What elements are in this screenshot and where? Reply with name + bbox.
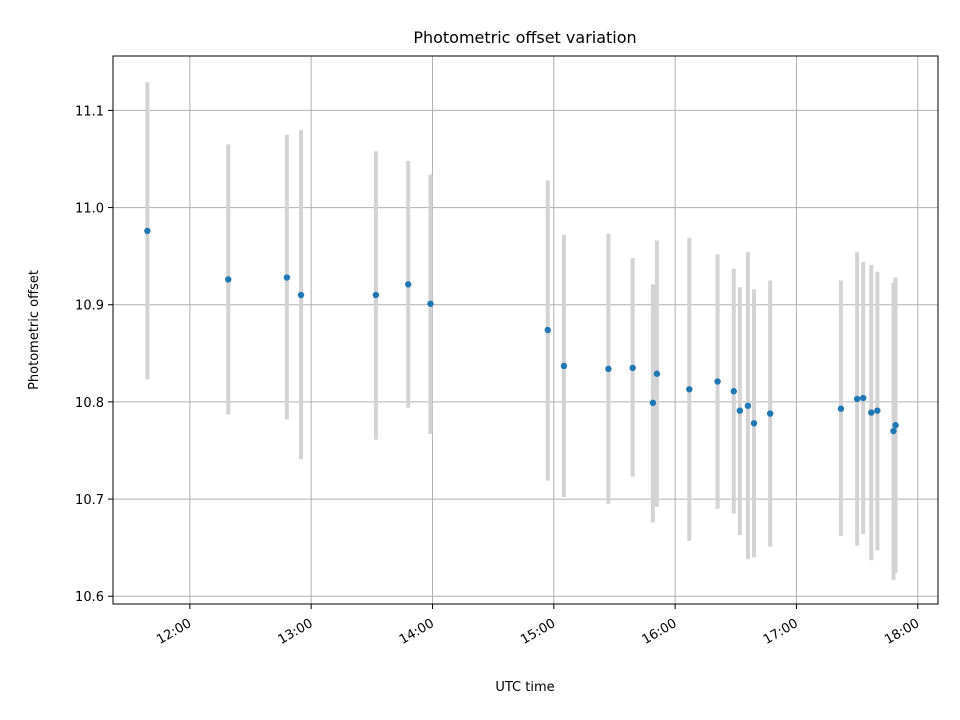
data-point [629,364,636,372]
x-axis-label: UTC time [495,680,554,695]
y-tick-label: 11.1 [75,104,104,119]
y-tick-label: 10.8 [75,396,104,411]
data-point [283,274,291,281]
data-point [605,365,612,373]
data-point [297,291,305,299]
data-point [744,402,752,409]
data-point [649,399,657,407]
data-point [868,409,875,416]
data-point [714,378,721,385]
data-point [686,386,693,393]
y-tick-label: 10.9 [75,299,104,314]
data-point [144,227,151,235]
y-axis-label: Photometric offset [27,270,42,390]
data-point [750,420,758,427]
plot-frame [112,55,939,605]
data-points [144,227,899,435]
y-tick-label: 11.0 [75,202,104,217]
data-point [853,395,861,403]
data-point [892,422,899,429]
data-point [405,281,412,288]
data-point [736,407,744,414]
grid [113,56,938,604]
data-point [890,427,897,435]
data-point [427,300,434,307]
y-tick-label: 10.7 [75,493,104,508]
data-point [560,362,568,370]
data-point [544,326,551,334]
data-point [730,388,737,395]
y-tick-label: 10.6 [75,590,104,605]
data-point [653,370,661,377]
data-point [766,410,774,417]
data-point [859,394,867,402]
chart-title: Photometric offset variation [413,28,636,47]
data-point [837,405,845,412]
data-point [225,276,232,283]
data-point [372,291,380,299]
data-point [874,407,881,414]
